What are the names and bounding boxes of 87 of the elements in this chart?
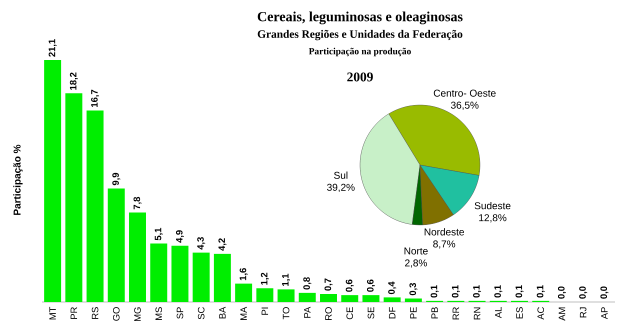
data-label: 0,1 [494,285,502,298]
x-tick-label: TO [282,307,290,320]
slice-label: Norte [404,248,428,255]
x-tick-label: RN [474,307,480,320]
x-tick-label: GO [112,307,120,321]
data-label: 2,8% [405,259,427,268]
data-label: 16,7 [91,90,100,107]
x-tick-label: PA [304,306,310,318]
bar [65,93,82,302]
annotation: 2009 [347,72,373,82]
x-tick-label: RS [92,307,98,319]
data-label: 0,4 [388,282,396,294]
data-label: 4,2 [218,238,226,251]
slice-label: Nordeste [424,228,464,236]
bar [404,298,422,302]
bar [214,254,231,302]
x-tick-label: MT [49,306,56,320]
y-axis-title: Participação % [13,144,23,215]
x-tick-label: MG [134,307,141,321]
data-label: 0,3 [409,282,418,296]
chart-title: Cereais, leguminosas e oleaginosas [258,12,463,24]
data-label: 4,9 [176,230,184,243]
x-tick-label: PB [431,307,438,318]
x-tick-label: AL [495,307,502,318]
bar [298,292,316,302]
data-label: 0,8 [303,277,312,290]
x-tick-label: CE [346,307,354,320]
bar [341,295,358,302]
data-label: 0,1 [473,285,482,298]
x-tick-label: MS [155,307,162,320]
x-tick-label: MA [240,306,247,320]
data-label: 0,6 [346,280,354,292]
x-tick-label: ES [516,307,523,318]
data-label: 0,1 [452,285,460,298]
data-label: 0,7 [324,278,332,291]
data-label: 21,1 [48,39,57,57]
bar [108,188,125,302]
x-tick-label: DF [388,307,396,318]
x-tick-label: AC [537,307,544,320]
x-tick-label: AP [601,307,608,320]
bar [44,60,62,302]
slice-label: Centro- Oeste [434,90,496,97]
x-tick-label: SC [198,307,204,320]
slice-label: Sul [334,172,348,179]
x-tick-label: RR [452,307,460,320]
x-tick-label: BA [219,306,226,318]
data-label: 1,2 [260,272,269,285]
x-tick-label: SP [176,307,184,319]
bar [150,244,168,302]
x-tick-label: SE [368,307,374,319]
bar [86,110,104,302]
data-label: 0,6 [366,280,375,292]
data-label: 4,3 [197,237,206,250]
x-tick-label: RO [325,307,332,320]
data-label: 9,9 [112,172,120,186]
data-label: 0,1 [516,285,524,298]
data-label: 0,0 [558,286,566,299]
chart-subtitle: Grandes Regiões e Unidades da Federação [258,30,462,40]
data-label: 0,0 [600,286,608,299]
bar [256,288,274,302]
data-label: 5,1 [154,228,163,240]
bar [192,252,210,302]
data-label: 8,7% [433,240,456,249]
data-label: 1,1 [282,274,290,286]
x-tick-label: PI [262,308,268,315]
data-label: 1,6 [240,268,248,280]
data-label: 39,2% [327,184,355,192]
x-tick-label: AM [558,307,566,321]
data-label: 7,8 [134,196,142,210]
x-tick-label: RJ [580,307,586,318]
x-tick-label: PR [70,307,78,319]
bar [278,289,295,302]
data-label: 0,1 [536,285,545,298]
bar [235,284,252,302]
slice-label: Sudeste [474,202,510,210]
data-label: 0,0 [579,286,588,299]
bar [384,297,401,302]
bar [362,295,380,302]
data-label: 12,8% [479,214,506,222]
text: Participação na produção [308,48,411,56]
data-label: 18,2 [70,72,78,90]
data-label: 36,5% [450,102,479,110]
bar [129,212,146,302]
x-tick-label: PE [410,307,417,318]
data-label: 0,1 [430,285,439,298]
bar [171,246,188,302]
bar [320,294,337,302]
